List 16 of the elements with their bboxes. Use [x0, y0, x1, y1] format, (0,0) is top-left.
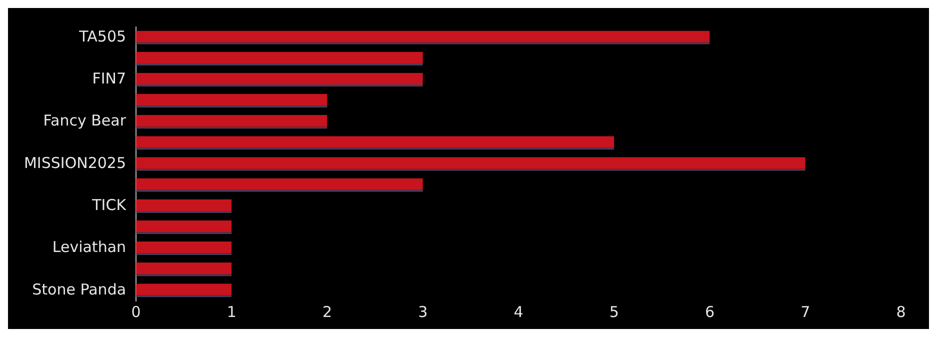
x-tick-label: 1 — [226, 302, 236, 321]
x-tick-label: 5 — [609, 302, 619, 321]
y-tick-label: Fancy Bear — [43, 112, 127, 130]
y-tick-label: Stone Panda — [32, 280, 126, 298]
x-tick-label: 2 — [322, 302, 332, 321]
x-tick-label: 6 — [704, 302, 715, 321]
y-tick-label: MISSION2025 — [24, 154, 126, 172]
y-tick-label: Leviathan — [52, 238, 126, 256]
y-tick-label: TA505 — [78, 27, 126, 46]
y-tick-label: TICK — [91, 196, 128, 214]
x-tick-label: 3 — [418, 302, 428, 321]
x-tick-label: 8 — [896, 302, 906, 321]
y-tick-label: FIN7 — [92, 70, 126, 88]
x-tick-label: 4 — [514, 302, 524, 321]
x-tick-label: 7 — [800, 302, 810, 321]
x-tick-label: 0 — [131, 302, 141, 321]
